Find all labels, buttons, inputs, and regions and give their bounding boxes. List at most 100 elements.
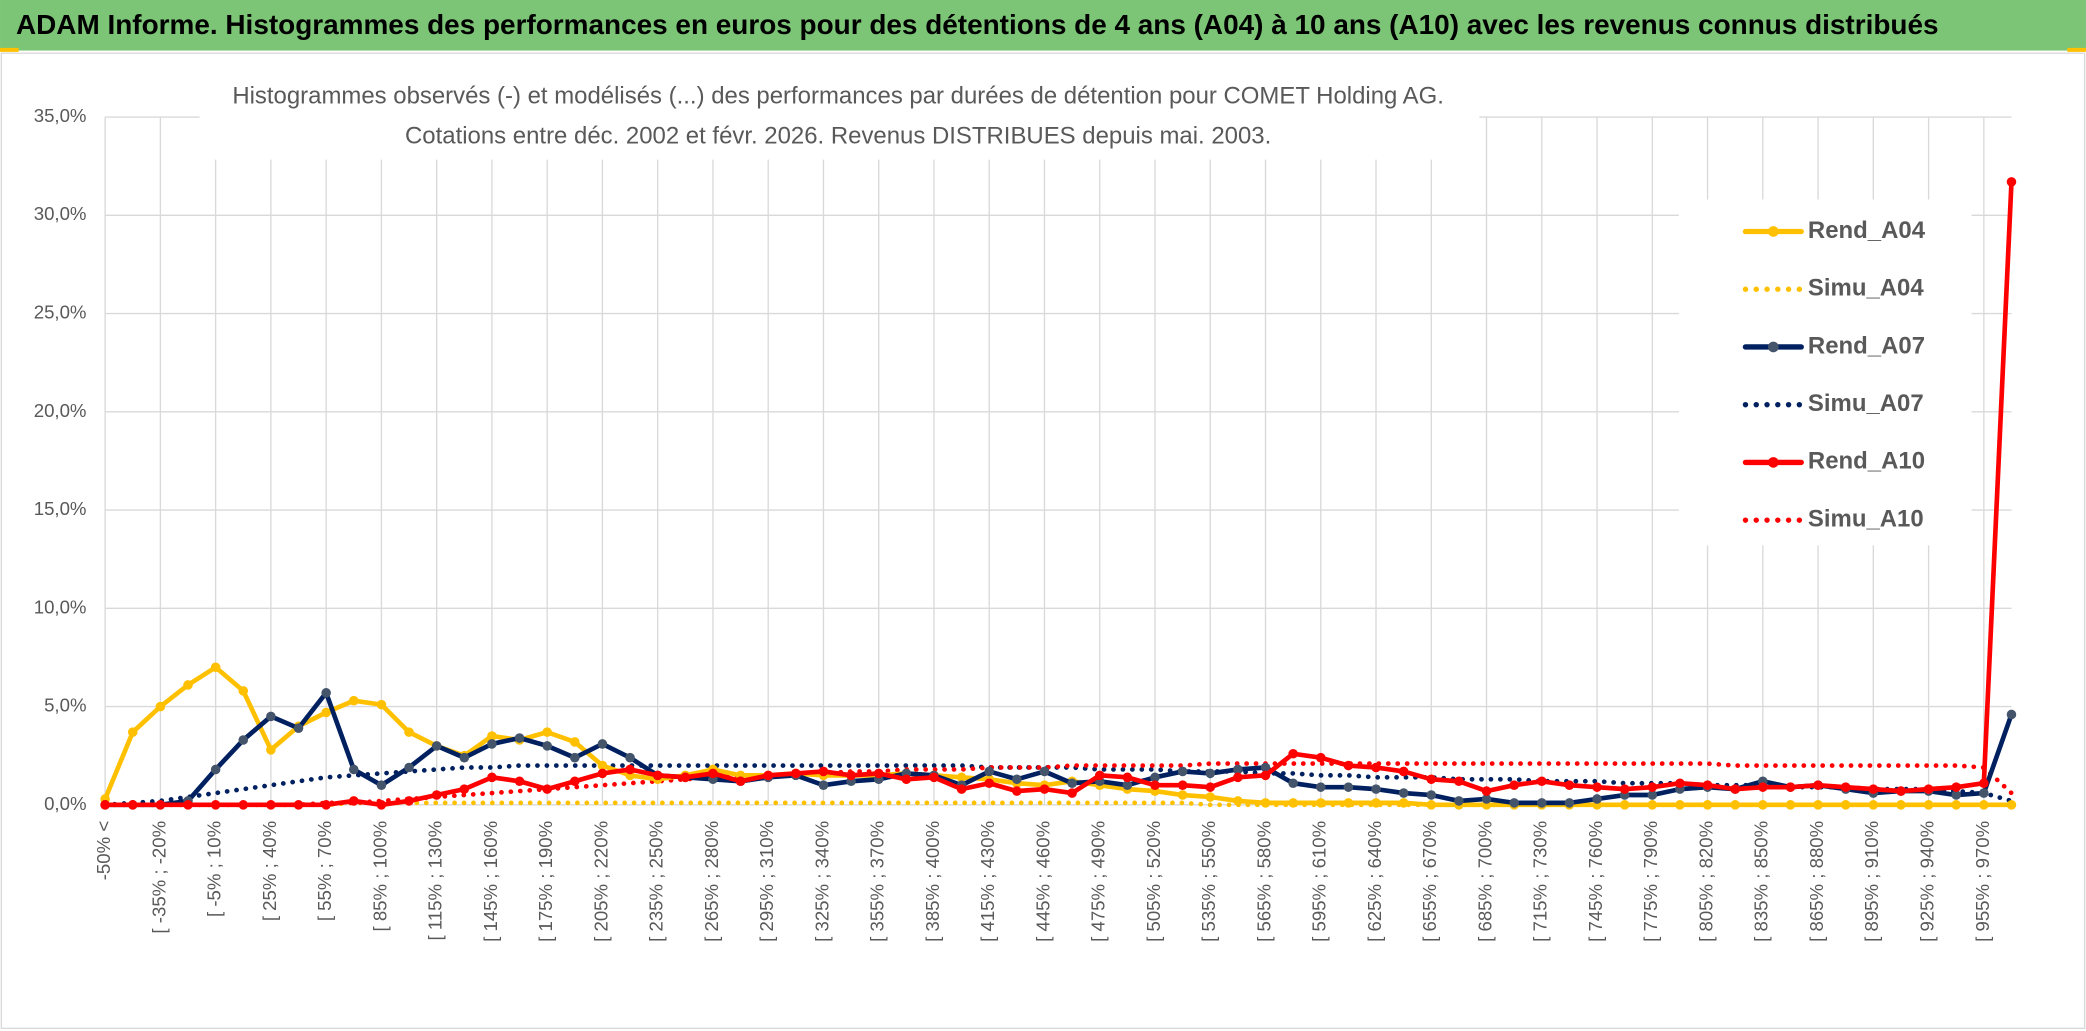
legend-label: Rend_A04 [1808,217,1926,244]
data-point [1730,800,1740,810]
data-point [929,772,939,783]
data-point [1094,770,1105,781]
data-point [210,764,221,775]
data-point [1039,766,1050,777]
data-point [321,707,331,718]
data-point [542,784,552,794]
x-tick-label: [ 505% ; 520% [1143,821,1164,942]
data-point [1813,780,1823,790]
data-point [1039,784,1050,794]
y-tick-label: 10,0% [34,596,87,617]
data-point [210,662,221,673]
data-point [2006,800,2017,810]
data-point [1288,748,1298,759]
chart-title: Histogrammes observés (-) et modélisés (… [232,82,1444,109]
x-tick-label: [ 925% ; 940% [1917,821,1938,942]
legend-marker [1768,341,1779,353]
data-point [1426,790,1437,800]
data-point [1509,780,1519,790]
x-tick-label: [ 655% ; 670% [1419,821,1440,942]
data-point [1730,784,1740,794]
x-tick-label: [ 865% ; 880% [1806,821,1827,942]
grid: 0,0% 5,0% 10,0% 15,0% 20,0% 25,0% 30,0% 35,0% -5… [34,105,2012,942]
data-point [1205,782,1216,792]
data-point [846,770,856,781]
data-point [1564,798,1575,808]
data-point [1619,784,1630,794]
legend-label: Rend_A07 [1808,332,1925,359]
data-point [1785,782,1796,792]
data-point [155,701,166,712]
data-point [1619,800,1630,810]
data-point [459,784,470,794]
data-point [1012,774,1022,785]
legend-marker [1768,226,1779,237]
data-point [376,800,387,810]
x-tick-label: [ 535% ; 550% [1198,821,1219,942]
data-point [1868,784,1879,794]
legend-marker [1768,457,1779,468]
data-point [625,752,635,763]
data-point [1343,798,1354,808]
data-point [376,699,387,710]
x-tick-label: [ 805% ; 820% [1695,821,1716,942]
data-point [735,776,746,787]
x-tick-label: [ 55% ; 70% [314,821,335,921]
x-tick-label: [ 385% ; 400% [922,821,943,942]
banner [0,0,2086,51]
data-point [597,739,608,749]
data-point [1260,762,1271,773]
data-point [431,790,442,800]
y-tick-label: 15,0% [34,498,87,519]
x-tick-label: [ 25% ; 40% [259,821,280,921]
data-point [1233,772,1243,783]
x-tick-label: [ 565% ; 580% [1253,821,1274,942]
data-point [1951,800,1962,810]
data-point [1951,782,1962,792]
data-point [266,711,276,722]
data-point [1233,796,1243,806]
data-point [956,784,967,794]
data-point [127,800,138,810]
data-point [1067,778,1077,789]
data-point [514,733,525,743]
x-tick-label: [ 355% ; 370% [867,821,888,942]
data-point [487,731,497,741]
data-point [1260,770,1271,781]
data-point [1481,794,1492,804]
legend-label: Simu_A04 [1808,275,1924,302]
data-point [487,739,497,749]
data-point [459,752,470,763]
data-point [321,800,331,810]
data-point [1122,780,1133,790]
simulated-line [102,761,2014,808]
data-point [348,796,359,806]
data-point [597,760,608,771]
data-point [597,768,608,779]
data-point [818,766,829,777]
legend-label: Simu_A10 [1808,505,1924,532]
data-point [183,680,193,690]
data-point [210,800,221,810]
legend: Rend_A04 Simu_A04 Rend_A07 Simu_A07 Rend_A10… [1742,217,1926,532]
x-tick-label: [ 775% ; 790% [1640,821,1661,942]
data-point [293,723,304,733]
chart-subtitle: Cotations entre déc. 2002 et févr. 2026.… [405,122,1271,149]
data-point [1315,798,1326,808]
data-point [1840,800,1851,810]
data-point [1840,782,1851,792]
data-point [1868,800,1879,810]
data-point [1675,800,1685,810]
x-tick-label: [ 685% ; 700% [1474,821,1495,942]
data-point [1426,774,1437,785]
data-point [1205,792,1216,802]
observed-line [102,664,2014,808]
data-point [1454,776,1464,787]
y-tick-label: 35,0% [34,105,87,126]
data-point [818,780,829,790]
x-tick-label: [ 415% ; 430% [977,821,998,942]
data-point [708,768,718,779]
observed-line [102,690,2014,808]
data-point [1371,798,1381,808]
data-point [1343,782,1354,792]
